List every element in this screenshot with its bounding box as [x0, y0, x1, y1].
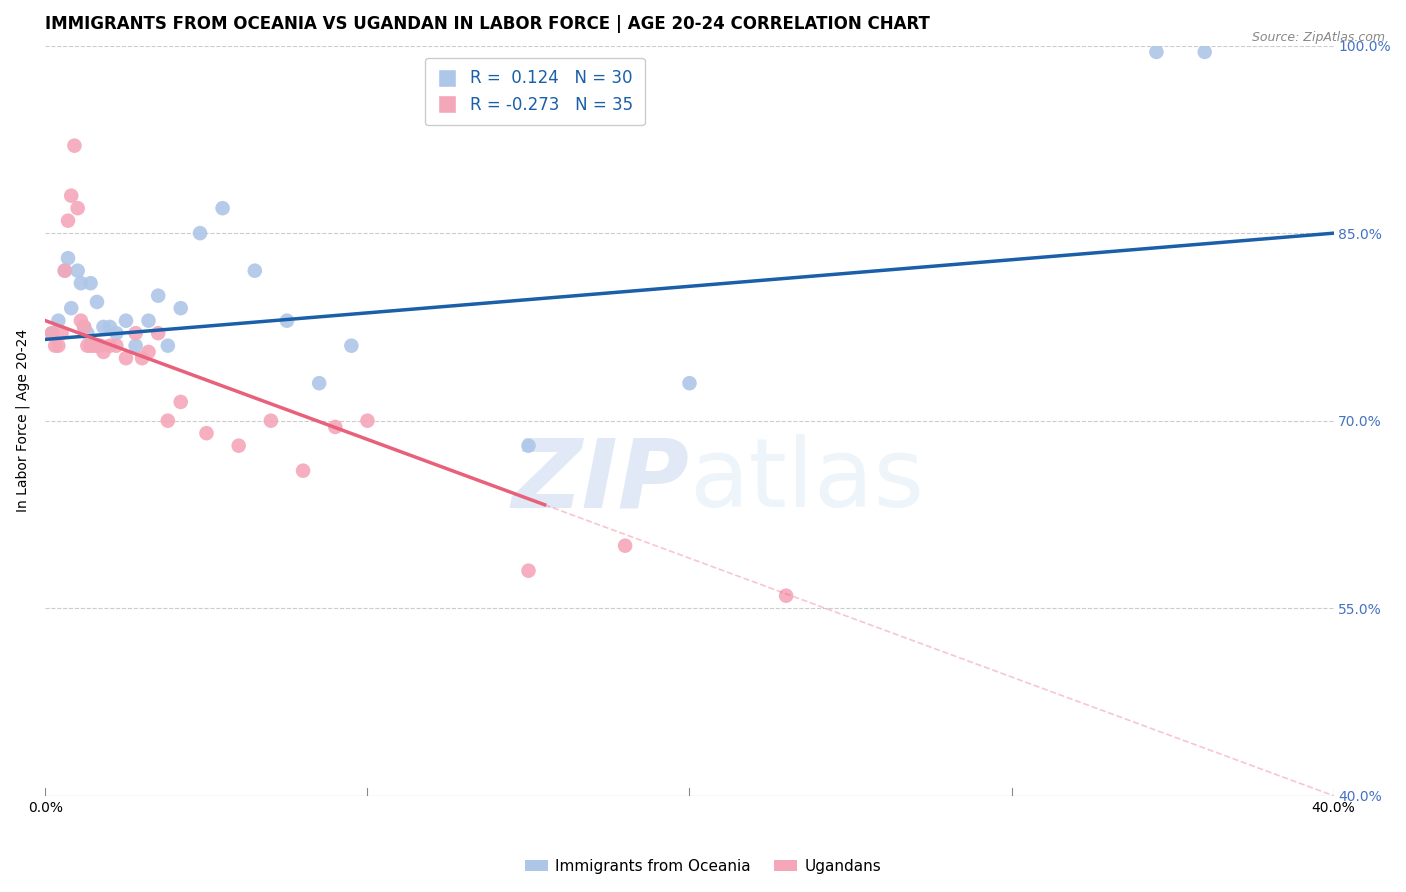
Y-axis label: In Labor Force | Age 20-24: In Labor Force | Age 20-24 — [15, 329, 30, 512]
Point — [308, 376, 330, 391]
Point — [48, 314, 70, 328]
Point — [86, 339, 108, 353]
Point — [98, 320, 121, 334]
Legend: R =  0.124   N = 30, R = -0.273   N = 35: R = 0.124 N = 30, R = -0.273 N = 35 — [425, 58, 645, 126]
Point — [83, 339, 105, 353]
Point — [105, 326, 128, 341]
Point — [53, 263, 76, 277]
Point — [323, 420, 346, 434]
Point — [124, 339, 146, 353]
Point — [156, 414, 179, 428]
Point — [517, 439, 540, 453]
Point — [93, 345, 115, 359]
Point — [105, 339, 128, 353]
Point — [1194, 45, 1216, 59]
Point — [66, 201, 89, 215]
Point — [44, 339, 66, 353]
Point — [138, 345, 160, 359]
Point — [124, 326, 146, 341]
Point — [115, 314, 138, 328]
Point — [211, 201, 233, 215]
Point — [63, 138, 86, 153]
Point — [138, 314, 160, 328]
Point — [148, 288, 170, 302]
Point — [76, 326, 98, 341]
Legend: Immigrants from Oceania, Ugandans: Immigrants from Oceania, Ugandans — [519, 853, 887, 880]
Point — [98, 339, 121, 353]
Point — [60, 301, 83, 315]
Point — [56, 213, 79, 227]
Point — [70, 276, 93, 290]
Point — [517, 564, 540, 578]
Text: ZIP: ZIP — [512, 434, 689, 527]
Point — [678, 376, 700, 391]
Point — [1144, 45, 1167, 59]
Point — [195, 426, 218, 441]
Point — [86, 294, 108, 309]
Point — [73, 320, 96, 334]
Point — [148, 326, 170, 341]
Point — [76, 339, 98, 353]
Point — [243, 263, 266, 277]
Text: IMMIGRANTS FROM OCEANIA VS UGANDAN IN LABOR FORCE | AGE 20-24 CORRELATION CHART: IMMIGRANTS FROM OCEANIA VS UGANDAN IN LA… — [45, 15, 931, 33]
Point — [66, 263, 89, 277]
Point — [276, 314, 298, 328]
Text: atlas: atlas — [689, 434, 925, 527]
Point — [51, 326, 73, 341]
Point — [73, 320, 96, 334]
Point — [56, 251, 79, 265]
Point — [48, 339, 70, 353]
Point — [260, 414, 283, 428]
Point — [115, 351, 138, 366]
Point — [70, 314, 93, 328]
Point — [41, 326, 63, 341]
Point — [156, 339, 179, 353]
Point — [131, 351, 153, 366]
Point — [292, 464, 315, 478]
Point — [170, 301, 193, 315]
Point — [228, 439, 250, 453]
Point — [775, 589, 797, 603]
Point — [614, 539, 637, 553]
Point — [93, 320, 115, 334]
Point — [188, 226, 211, 240]
Point — [340, 339, 363, 353]
Point — [170, 395, 193, 409]
Point — [79, 339, 101, 353]
Point — [79, 276, 101, 290]
Point — [356, 414, 378, 428]
Text: Source: ZipAtlas.com: Source: ZipAtlas.com — [1251, 31, 1385, 45]
Point — [60, 188, 83, 202]
Point — [41, 326, 63, 341]
Point — [53, 263, 76, 277]
Point — [89, 339, 111, 353]
